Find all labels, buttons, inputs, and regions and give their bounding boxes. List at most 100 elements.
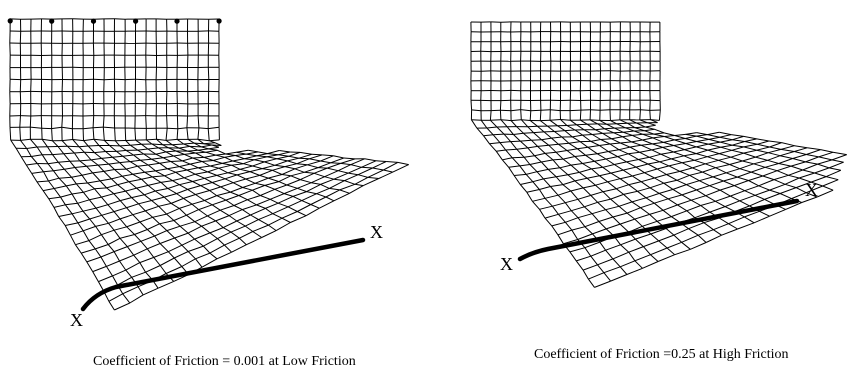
mesh-row-line <box>516 147 528 150</box>
mesh-row-line <box>605 156 618 160</box>
mesh-column-line <box>107 204 115 212</box>
mesh-column-line <box>137 286 144 296</box>
mesh-column-line <box>167 188 177 195</box>
mesh-row-line <box>383 161 399 171</box>
mesh-column-line <box>318 167 328 169</box>
mesh-row-line <box>637 187 651 192</box>
mesh-row-line <box>287 157 300 162</box>
mesh-column-line <box>287 160 298 165</box>
mesh-column-line <box>214 142 222 146</box>
mesh-row-line <box>626 159 639 163</box>
mesh-column-line <box>250 214 259 221</box>
mesh-row-line <box>327 162 341 169</box>
mesh-column-line <box>297 187 307 193</box>
mesh-row-line <box>131 271 146 278</box>
mesh-row-line <box>194 232 211 240</box>
mesh-column-line <box>626 212 636 220</box>
mesh-column-line <box>165 139 173 146</box>
mesh-row-line <box>599 172 612 177</box>
mesh-row-line <box>264 181 280 186</box>
mesh-row-line <box>587 145 600 148</box>
mesh-row-line <box>662 204 678 211</box>
mesh-row-line <box>113 226 127 231</box>
mesh-column-line <box>606 123 615 129</box>
mesh-column-line <box>590 195 598 203</box>
mesh-column-line <box>470 119 478 129</box>
mesh-row-line <box>592 132 603 135</box>
mesh-column-line <box>596 153 607 160</box>
mesh-row-line <box>597 258 614 266</box>
mesh-column-line <box>165 151 174 157</box>
mesh-row-line <box>582 134 593 136</box>
mesh-column-line <box>79 160 88 167</box>
mesh-column-line <box>788 174 800 179</box>
mesh-column-line <box>707 134 720 138</box>
mesh-column-line <box>664 136 675 141</box>
mesh-row-line <box>227 168 241 174</box>
mesh-column-line <box>557 125 566 132</box>
mesh-column-line <box>192 157 203 162</box>
mesh-column-line <box>10 139 17 149</box>
mesh-row-line <box>216 251 232 260</box>
mesh-column-line <box>557 194 566 204</box>
mesh-column-line <box>83 140 89 147</box>
mesh-row-line <box>212 199 227 206</box>
mesh-row-line <box>753 215 770 224</box>
mesh-row-line <box>674 138 686 141</box>
mesh-column-line <box>555 151 564 160</box>
mesh-row-line <box>671 210 687 218</box>
mesh-column-line <box>222 162 232 166</box>
mesh-row-line <box>620 238 636 246</box>
mesh-column-line <box>103 140 110 146</box>
mesh-column-line <box>647 163 658 170</box>
mesh-row-line <box>647 161 660 165</box>
mesh-row-line <box>317 162 331 169</box>
mesh-row-line <box>610 169 624 174</box>
mesh-column-line <box>283 193 294 197</box>
mesh-row-line <box>486 126 497 129</box>
mesh-column-line <box>582 163 592 170</box>
mesh-column-line <box>591 168 600 177</box>
mesh-row-line <box>183 173 196 179</box>
mesh-row-line <box>611 136 623 140</box>
mesh-row-line <box>209 244 225 254</box>
mesh-row-line <box>590 119 600 121</box>
mesh-row-line <box>212 178 226 183</box>
mesh-row-line <box>634 213 650 220</box>
mesh-row-line <box>204 154 216 158</box>
mesh-row-line <box>392 164 409 173</box>
mesh-row-line <box>541 137 552 141</box>
mesh-column-line <box>718 217 729 225</box>
mesh-column-line <box>470 100 473 110</box>
mesh-column-line <box>189 145 199 151</box>
mesh-row-line <box>264 158 278 163</box>
mesh-column-line <box>712 176 724 182</box>
mesh-row-line <box>642 220 658 227</box>
mesh-row-line <box>233 178 246 184</box>
mesh-row-line <box>319 200 335 209</box>
mesh-row-line <box>640 202 655 209</box>
mesh-column-line <box>612 258 621 268</box>
mesh-column-line <box>652 143 663 148</box>
mesh-row-line <box>275 222 291 232</box>
mesh-row-line <box>709 206 726 213</box>
mesh-row-line <box>125 187 137 192</box>
mesh-column-line <box>550 186 559 196</box>
mesh-column-line <box>125 140 131 146</box>
mesh-row-line <box>307 160 321 166</box>
mesh-row-line <box>730 152 744 158</box>
mesh-column-line <box>532 200 540 210</box>
mesh-column-line <box>64 225 71 236</box>
mesh-row-line <box>660 151 674 155</box>
mesh-row-line <box>144 170 156 173</box>
mesh-row-line <box>696 149 708 155</box>
mesh-column-line <box>300 179 312 184</box>
mesh-row-line <box>106 260 120 267</box>
mesh-column-line <box>84 151 92 161</box>
mesh-column-line <box>604 128 614 134</box>
mesh-row-line <box>172 177 185 182</box>
mesh-row-line <box>141 176 153 180</box>
mesh-row-line <box>610 119 620 121</box>
mesh-row-line <box>520 139 532 142</box>
mesh-column-line <box>499 142 507 151</box>
